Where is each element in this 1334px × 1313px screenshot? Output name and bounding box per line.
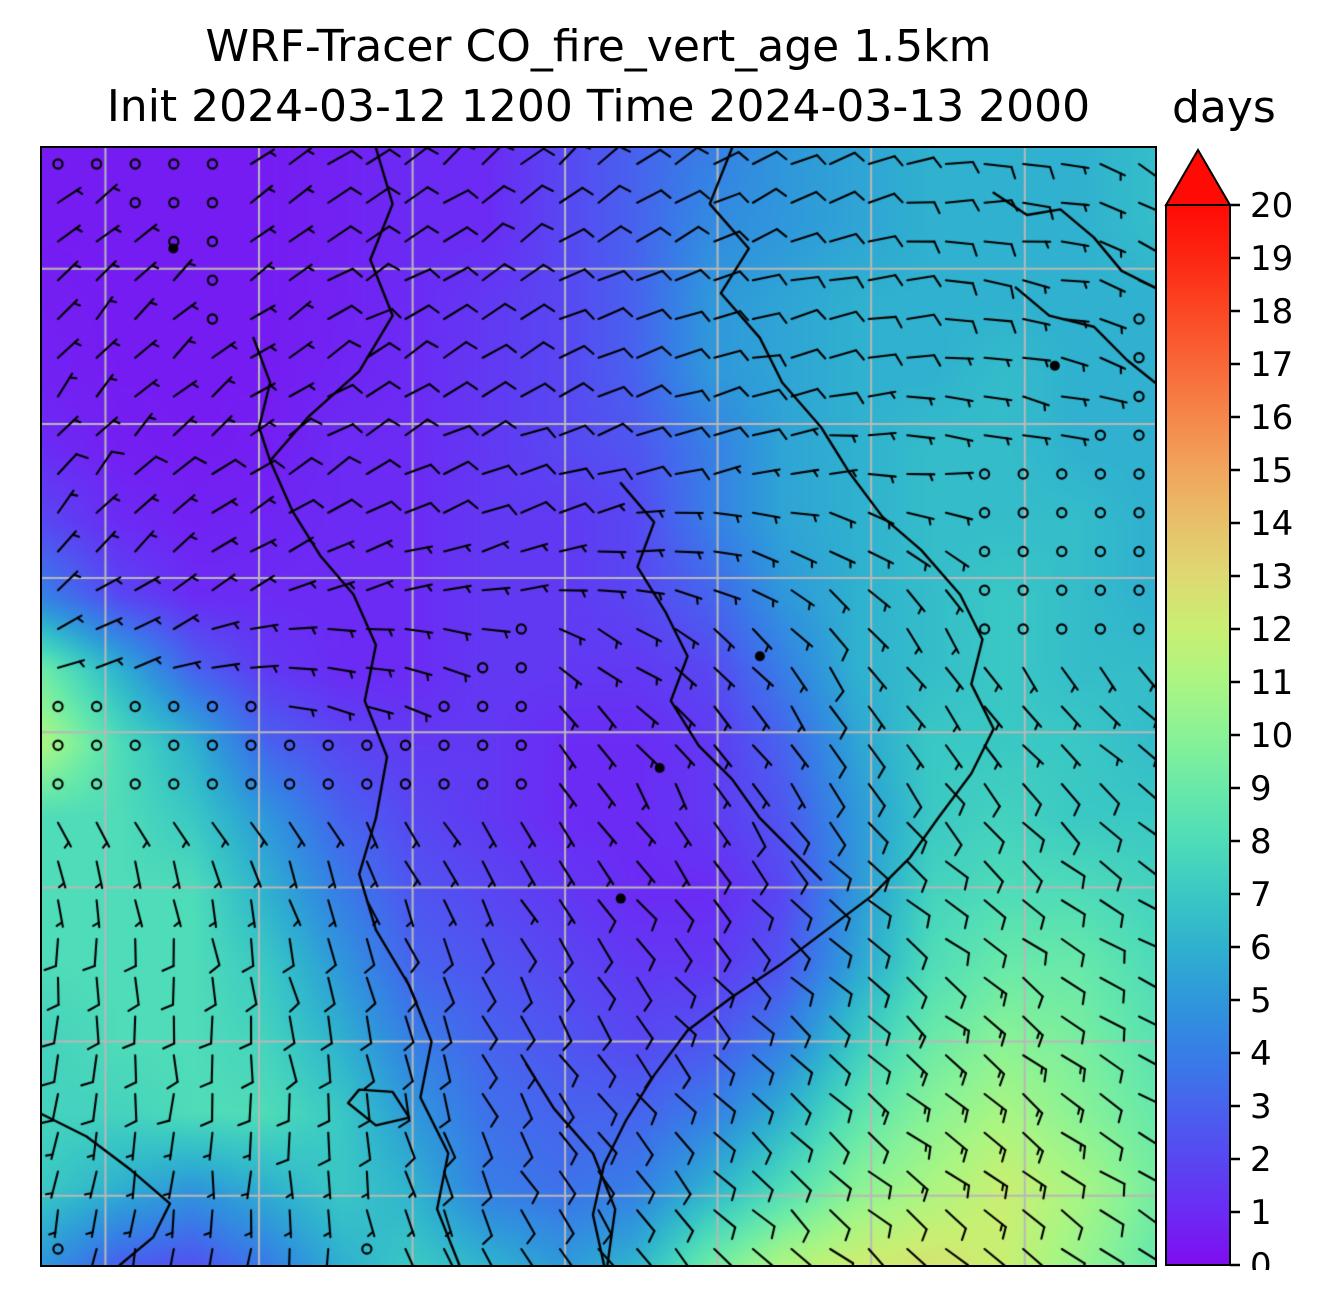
colorbar-tick-label: 3	[1250, 1087, 1272, 1127]
colorbar-tick-label: 11	[1250, 663, 1293, 703]
colorbar-tick-label: 4	[1250, 1034, 1272, 1074]
map-canvas	[42, 148, 1155, 1265]
colorbar-tick-label: 10	[1250, 716, 1293, 756]
colorbar-units-label: days	[1172, 82, 1276, 133]
figure-subtitle: Init 2024-03-12 1200 Time 2024-03-13 200…	[106, 81, 1091, 132]
colorbar-tick-label: 6	[1250, 928, 1272, 968]
colorbar: 0 1 2 3 4 5 6 7 8 9 10 11 12 13 14 15 16 17 18 19 20	[1164, 148, 1332, 1286]
colorbar-body	[1165, 204, 1231, 1266]
colorbar-tick-label: 1	[1250, 1193, 1272, 1233]
colorbar-tick-label: 12	[1250, 610, 1293, 650]
figure-title: WRF-Tracer CO_fire_vert_age 1.5km	[205, 21, 992, 72]
map-plot	[40, 146, 1157, 1267]
colorbar-tick-label: 5	[1250, 981, 1272, 1021]
colorbar-tick-label: 18	[1250, 292, 1293, 332]
colorbar-extend-arrow	[1164, 148, 1232, 206]
colorbar-tick-label: 16	[1250, 398, 1293, 438]
colorbar-tick-label: 15	[1250, 451, 1293, 491]
colorbar-tick-label: 19	[1250, 239, 1293, 279]
colorbar-tick-label: 14	[1250, 504, 1293, 544]
colorbar-tick-label: 0	[1250, 1246, 1272, 1270]
colorbar-tick-label: 8	[1250, 822, 1272, 862]
colorbar-tick-label: 2	[1250, 1140, 1272, 1180]
colorbar-tick-label: 13	[1250, 557, 1293, 597]
colorbar-tick-label: 9	[1250, 769, 1272, 809]
colorbar-tick-label: 7	[1250, 875, 1272, 915]
colorbar-tick-label: 17	[1250, 345, 1293, 385]
colorbar-tick-label: 20	[1250, 186, 1293, 226]
